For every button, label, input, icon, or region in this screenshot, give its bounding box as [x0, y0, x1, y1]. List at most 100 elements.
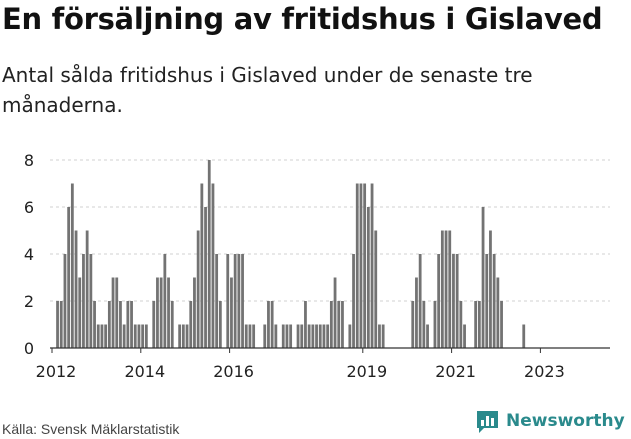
x-tick-label: 2021 [435, 362, 476, 381]
bar [70, 183, 74, 348]
bar [433, 301, 437, 348]
bar [181, 324, 185, 348]
bar [496, 277, 500, 348]
bar [281, 324, 285, 348]
bar [193, 277, 196, 348]
bar [200, 183, 204, 348]
bar [82, 254, 85, 348]
y-tick-label: 4 [24, 245, 34, 264]
bar [274, 324, 278, 348]
bar [285, 324, 289, 348]
bar [355, 183, 359, 348]
bar [422, 301, 426, 348]
x-tick-label: 2012 [36, 362, 77, 381]
bar [89, 254, 93, 348]
bar [481, 207, 485, 348]
bar [307, 324, 311, 348]
bar [159, 277, 163, 348]
bar [137, 324, 141, 348]
y-tick-label: 2 [24, 292, 34, 311]
bar [363, 183, 367, 348]
y-tick-label: 0 [24, 339, 34, 358]
bar [418, 254, 422, 348]
bar [426, 324, 429, 348]
x-tick-label: 2019 [346, 362, 387, 381]
bar [474, 301, 478, 348]
y-tick-label: 6 [24, 198, 34, 217]
bar [78, 277, 82, 348]
bar [63, 254, 67, 348]
bar [500, 301, 503, 348]
bar [133, 324, 137, 348]
bar [141, 324, 145, 348]
bar [178, 324, 182, 348]
bars [56, 160, 526, 348]
bar [85, 230, 89, 348]
bar [263, 324, 267, 348]
bar [452, 254, 455, 348]
bar [366, 207, 370, 348]
source-note: Källa: Svensk Mäklarstatistik [2, 421, 180, 437]
bar [270, 301, 274, 348]
bar [326, 324, 330, 348]
bar [207, 160, 211, 348]
bar [341, 301, 344, 348]
x-tick-label: 2016 [213, 362, 254, 381]
y-tick-labels: 0 2 4 6 8 [24, 151, 34, 358]
bar [444, 230, 448, 348]
bar [300, 324, 304, 348]
bar [337, 301, 341, 348]
bar [93, 301, 96, 348]
bar [218, 301, 222, 348]
bar [107, 301, 111, 348]
bar [144, 324, 148, 348]
bar [185, 324, 189, 348]
bar [67, 207, 71, 348]
bar [241, 254, 244, 348]
bar [267, 301, 270, 348]
bar [333, 277, 337, 348]
bar [119, 301, 122, 348]
bar [359, 183, 363, 348]
bar-chart-speech-bubble-icon [477, 410, 498, 433]
newsworthy-logo: Newsworthy [475, 405, 625, 437]
bar [296, 324, 300, 348]
bar [230, 277, 233, 348]
bar [74, 230, 78, 348]
bar [167, 277, 170, 348]
bar [237, 254, 241, 348]
bar [448, 230, 452, 348]
bar [374, 230, 378, 348]
bar [111, 277, 115, 348]
bar [485, 254, 489, 348]
bar [492, 254, 496, 348]
bar [455, 254, 459, 348]
bar [252, 324, 256, 348]
bar [437, 254, 441, 348]
bar [244, 324, 248, 348]
chart-subtitle: Antal sålda fritidshus i Gislaved under … [2, 63, 533, 117]
bar [352, 254, 355, 348]
brand-name: Newsworthy [506, 411, 625, 431]
bar [100, 324, 104, 348]
bar [315, 324, 318, 348]
bar [304, 301, 307, 348]
bar [226, 254, 230, 348]
bar [96, 324, 100, 348]
grid-lines [50, 159, 610, 302]
bar [233, 254, 237, 348]
bar [130, 301, 133, 348]
bar [126, 301, 130, 348]
bar [318, 324, 322, 348]
x-tick-label: 2023 [524, 362, 565, 381]
x-tick-label: 2014 [124, 362, 165, 381]
bar [104, 324, 108, 348]
bar [59, 301, 63, 348]
bar [415, 277, 418, 348]
bar [189, 301, 193, 348]
bar [329, 301, 333, 348]
bar [211, 183, 215, 348]
bar [152, 301, 156, 348]
bar [56, 301, 59, 348]
bar [440, 230, 444, 348]
